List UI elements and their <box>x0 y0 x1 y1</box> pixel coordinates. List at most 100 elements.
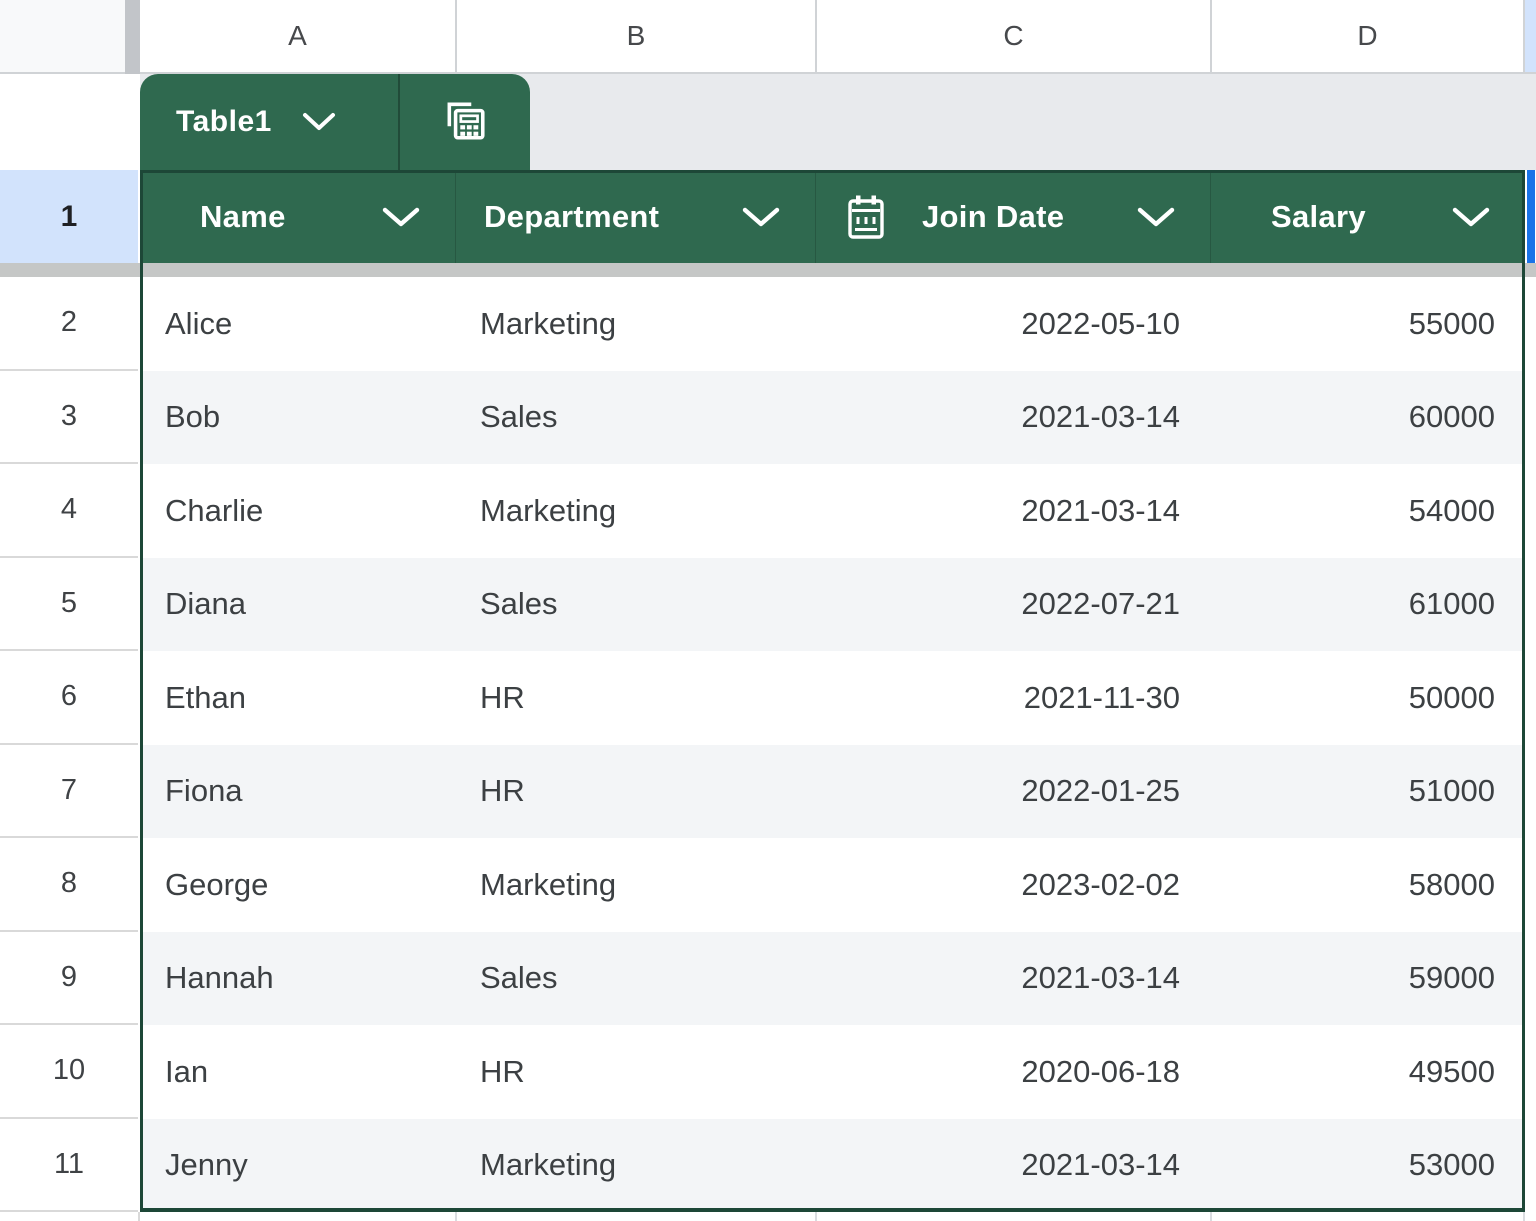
row-number-7[interactable]: 7 <box>0 745 138 839</box>
spreadsheet-grid: ABCD Table1 1 NameDepartmentJoin <box>0 0 1536 1221</box>
header-label: Join Date <box>922 199 1064 235</box>
cell[interactable]: Diana <box>140 558 455 652</box>
gridline <box>1523 1212 1525 1221</box>
cell[interactable]: Marketing <box>455 464 815 558</box>
cell[interactable]: Sales <box>455 371 815 465</box>
table-name-label: Table1 <box>176 105 272 139</box>
cell[interactable]: 60000 <box>1210 371 1525 465</box>
table-header-row: Name Department Join Date Salary <box>140 170 1525 263</box>
header-cell-department[interactable]: Department <box>455 170 815 263</box>
header-cell-join-date[interactable]: Join Date <box>815 170 1210 263</box>
row-number-6[interactable]: 6 <box>0 651 138 745</box>
cell[interactable]: 2021-11-30 <box>815 651 1210 745</box>
chevron-down-icon <box>302 112 336 132</box>
table-row: 10IanHR2020-06-1849500 <box>0 1025 1536 1119</box>
gridline <box>138 1212 140 1221</box>
cell[interactable]: Sales <box>455 558 815 652</box>
cell[interactable]: Fiona <box>140 745 455 839</box>
gridline <box>815 1212 817 1221</box>
cell[interactable]: HR <box>455 651 815 745</box>
row-cells: HannahSales2021-03-1459000 <box>140 932 1525 1026</box>
frozen-row-divider[interactable] <box>0 263 1536 277</box>
row-number-8[interactable]: 8 <box>0 838 138 932</box>
table-row: 6EthanHR2021-11-3050000 <box>0 651 1536 745</box>
row-cells: DianaSales2022-07-2161000 <box>140 558 1525 652</box>
cell[interactable]: 2022-05-10 <box>815 277 1210 371</box>
row-number-2[interactable]: 2 <box>0 277 138 371</box>
next-row-sliver <box>0 1212 1536 1221</box>
active-cell-selection-border <box>1527 170 1535 264</box>
cell[interactable]: 58000 <box>1210 838 1525 932</box>
cell[interactable]: George <box>140 838 455 932</box>
cell[interactable]: 53000 <box>1210 1119 1525 1213</box>
cell[interactable]: Sales <box>455 932 815 1026</box>
row-number-3[interactable]: 3 <box>0 371 138 465</box>
row-number-9[interactable]: 9 <box>0 932 138 1026</box>
table-name-menu[interactable]: Table1 <box>140 74 398 170</box>
cell[interactable]: 2022-07-21 <box>815 558 1210 652</box>
cell[interactable]: 2023-02-02 <box>815 838 1210 932</box>
cell[interactable]: 59000 <box>1210 932 1525 1026</box>
calendar-icon <box>846 194 886 240</box>
header-cell-salary[interactable]: Salary <box>1210 170 1525 263</box>
column-header-e-selected[interactable] <box>1525 0 1536 74</box>
table-grid-icon <box>442 97 488 148</box>
row-cells: FionaHR2022-01-2551000 <box>140 745 1525 839</box>
table-row: 2AliceMarketing2022-05-1055000 <box>0 277 1536 371</box>
cell[interactable]: 2021-03-14 <box>815 932 1210 1026</box>
table-row: 8GeorgeMarketing2023-02-0258000 <box>0 838 1536 932</box>
cell[interactable]: 2021-03-14 <box>815 371 1210 465</box>
cell[interactable]: Ian <box>140 1025 455 1119</box>
cell[interactable]: 2021-03-14 <box>815 464 1210 558</box>
cell[interactable]: 54000 <box>1210 464 1525 558</box>
table-row: 5DianaSales2022-07-2161000 <box>0 558 1536 652</box>
header-label: Department <box>484 199 659 235</box>
row-cells: BobSales2021-03-1460000 <box>140 371 1525 465</box>
row-number-5[interactable]: 5 <box>0 558 138 652</box>
cell[interactable]: 2020-06-18 <box>815 1025 1210 1119</box>
cell[interactable]: 2021-03-14 <box>815 1119 1210 1213</box>
table-row: 11JennyMarketing2021-03-1453000 <box>0 1119 1536 1213</box>
cell[interactable]: 50000 <box>1210 651 1525 745</box>
cell[interactable]: Alice <box>140 277 455 371</box>
row-cells: JennyMarketing2021-03-1453000 <box>140 1119 1525 1213</box>
cell[interactable]: Marketing <box>455 1119 815 1213</box>
row-cells: IanHR2020-06-1849500 <box>140 1025 1525 1119</box>
row-cells: AliceMarketing2022-05-1055000 <box>140 277 1525 371</box>
column-header-d[interactable]: D <box>1210 0 1525 74</box>
header-cell-name[interactable]: Name <box>140 170 455 263</box>
cell[interactable]: HR <box>455 745 815 839</box>
table-row: 9HannahSales2021-03-1459000 <box>0 932 1536 1026</box>
column-header-b[interactable]: B <box>455 0 815 74</box>
cell[interactable]: Marketing <box>455 277 815 371</box>
column-header-a[interactable]: A <box>140 0 455 74</box>
select-all-corner[interactable] <box>0 0 125 74</box>
filter-chevron-down-icon[interactable] <box>382 206 420 228</box>
row-number-4[interactable]: 4 <box>0 464 138 558</box>
table-row: 3BobSales2021-03-1460000 <box>0 371 1536 465</box>
cell[interactable]: HR <box>455 1025 815 1119</box>
cell[interactable]: 51000 <box>1210 745 1525 839</box>
filter-chevron-down-icon[interactable] <box>742 206 780 228</box>
filter-chevron-down-icon[interactable] <box>1452 206 1490 228</box>
cell[interactable]: 61000 <box>1210 558 1525 652</box>
header-label: Name <box>200 199 286 235</box>
row-number-10[interactable]: 10 <box>0 1025 138 1119</box>
gridline <box>455 1212 457 1221</box>
cell[interactable]: Bob <box>140 371 455 465</box>
cell[interactable]: Jenny <box>140 1119 455 1213</box>
cell[interactable]: Charlie <box>140 464 455 558</box>
table-summary-button[interactable] <box>400 74 530 170</box>
cell[interactable]: Hannah <box>140 932 455 1026</box>
column-header-c[interactable]: C <box>815 0 1210 74</box>
cell[interactable]: 55000 <box>1210 277 1525 371</box>
cell[interactable]: Marketing <box>455 838 815 932</box>
row-cells: EthanHR2021-11-3050000 <box>140 651 1525 745</box>
cell[interactable]: Ethan <box>140 651 455 745</box>
cell[interactable]: 2022-01-25 <box>815 745 1210 839</box>
cell[interactable]: 49500 <box>1210 1025 1525 1119</box>
row-number-1[interactable]: 1 <box>0 170 138 263</box>
filter-chevron-down-icon[interactable] <box>1137 206 1175 228</box>
frozen-column-divider[interactable] <box>125 0 140 74</box>
row-number-11[interactable]: 11 <box>0 1119 138 1213</box>
